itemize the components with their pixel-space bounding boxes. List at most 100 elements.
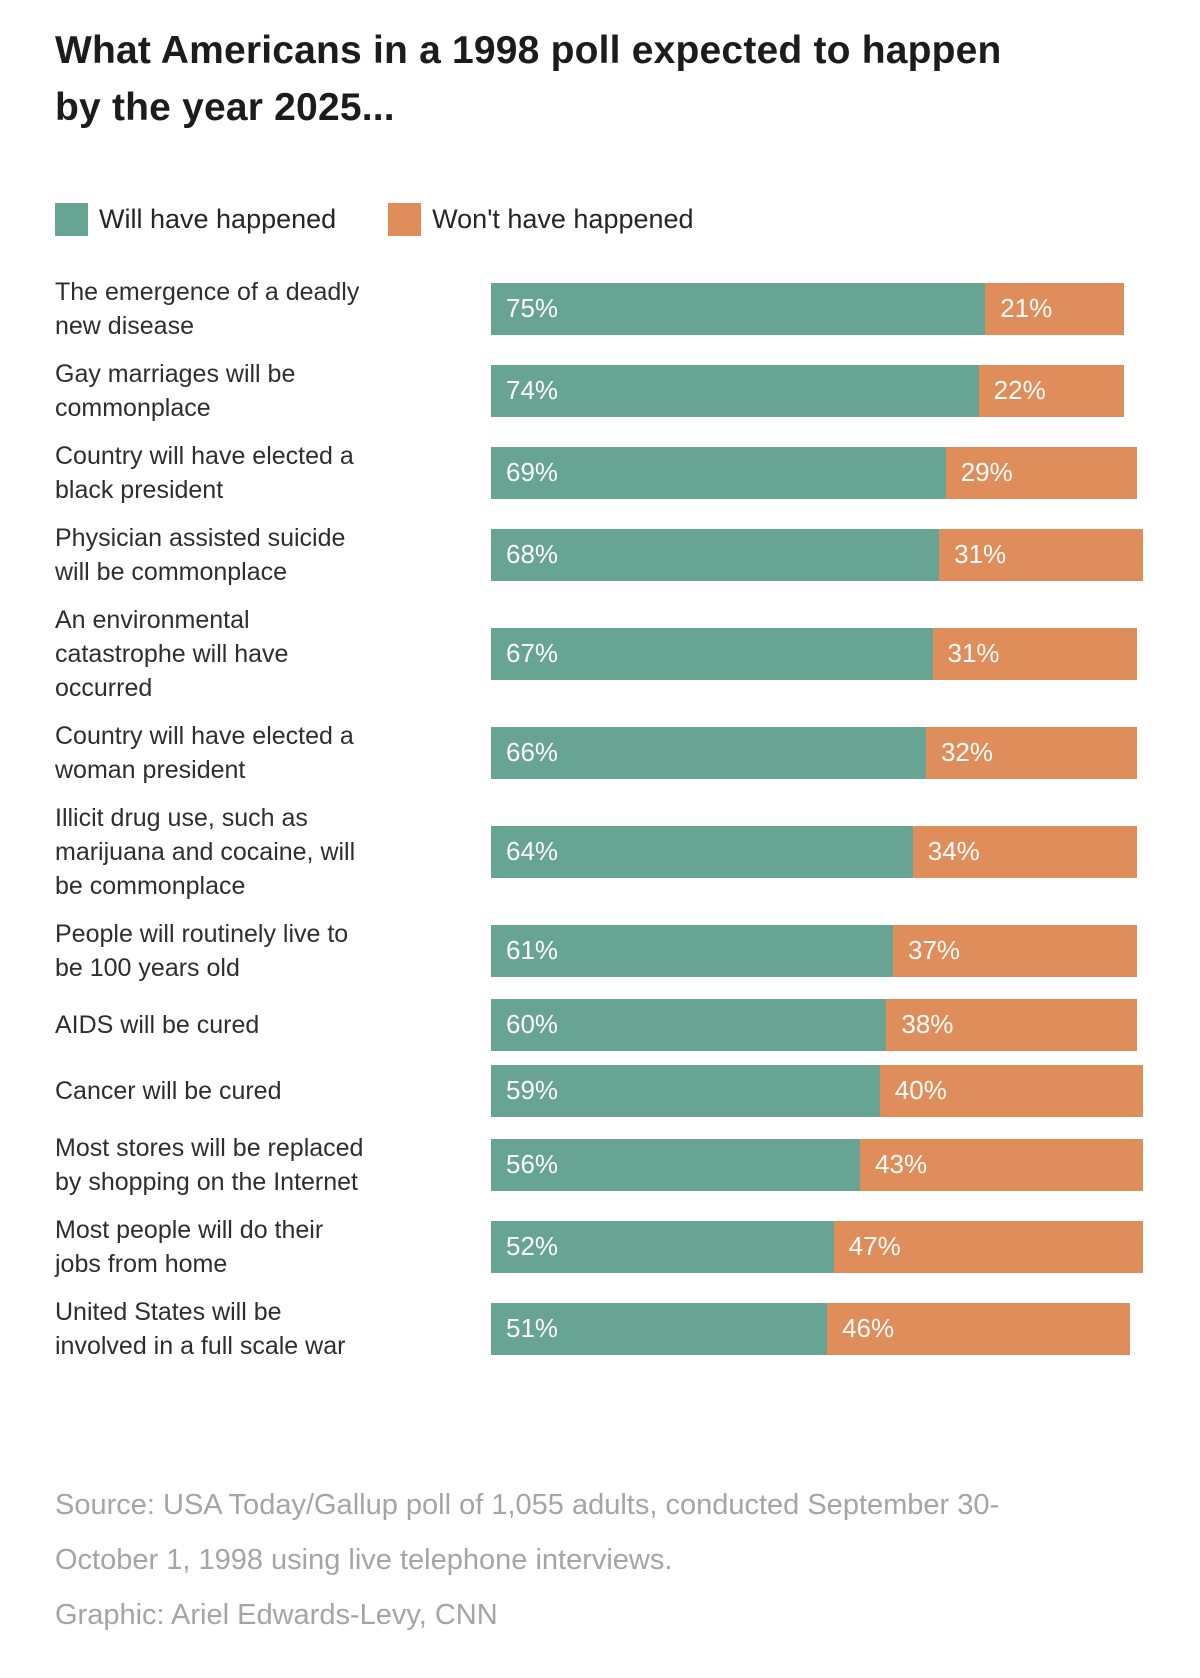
bar-track: 66% 32% [491,726,1150,779]
credit-note: Graphic: Ariel Edwards-Levy, CNN [55,1598,498,1631]
bar-segment-wont: 40% [879,1064,1144,1117]
bar-track: 61% 37% [491,924,1150,977]
category-label: AIDS will be cured [55,1010,260,1039]
chart-row: People will routinely live to be 100 yea… [55,910,1150,992]
bar-value-label: 38% [901,1009,954,1040]
bar-segment-wont: 32% [925,726,1137,779]
category-label: United States will be involved in a full… [55,1297,346,1360]
chart-row: AIDS will be cured 60% 38% [55,992,1150,1058]
bar-track: 64% 34% [491,825,1150,878]
category-label: Most stores will be replaced by shopping… [55,1133,364,1196]
chart-row: An environmental catastrophe will have o… [55,596,1150,712]
bar-value-label: 61% [506,935,559,966]
bar-value-label: 69% [506,457,559,488]
chart-rows: The emergence of a deadly new disease 75%… [55,268,1150,1370]
bar-segment-will: 56% [491,1138,861,1191]
bar-value-label: 37% [907,935,961,966]
category-label: The emergence of a deadly new disease [55,277,360,340]
bar-segment-wont: 29% [945,446,1137,499]
bar-value-label: 56% [506,1149,559,1180]
bar-value-label: 64% [506,836,559,867]
chart-row: Illicit drug use, such as marijuana and … [55,794,1150,910]
bar-segment-will: 52% [491,1220,834,1273]
category-label: An environmental catastrophe will have o… [55,605,289,702]
bar-value-label: 66% [506,737,559,768]
legend-label-will: Will have happened [99,203,337,234]
bar-value-label: 34% [927,836,980,867]
bar-value-label: 74% [506,375,559,406]
source-note: Source: USA Today/Gallup poll of 1,055 a… [55,1488,1000,1576]
bar-value-label: 40% [894,1075,947,1106]
chart-page: What Americans in a 1998 poll expected t… [55,29,1150,1643]
bar-segment-wont: 34% [912,825,1137,878]
chart-row: Most stores will be replaced by shopping… [55,1124,1150,1206]
bar-value-label: 32% [940,737,993,768]
bar-segment-will: 59% [491,1064,880,1117]
bar-value-label: 68% [506,539,559,570]
footer: Source: USA Today/Gallup poll of 1,055 a… [55,1478,1150,1643]
bar-track: 67% 31% [491,627,1150,680]
bar-value-label: 47% [848,1231,901,1262]
bar-value-label: 43% [875,1149,928,1180]
category-label: Illicit drug use, such as marijuana and … [55,803,356,900]
chart-row: Country will have elected a woman presid… [55,712,1150,794]
bar-segment-will: 66% [491,726,926,779]
bar-segment-will: 75% [491,282,986,335]
category-label: People will routinely live to be 100 yea… [55,919,349,982]
category-label: Gay marriages will be commonplace [55,359,296,422]
bar-track: 59% 40% [491,1064,1150,1117]
bar-segment-will: 51% [491,1302,828,1355]
bar-value-label: 46% [842,1313,895,1344]
bar-segment-will: 60% [491,998,887,1051]
category-label: Cancer will be cured [55,1076,282,1105]
bar-segment-wont: 21% [985,282,1124,335]
category-label: Most people will do their jobs from home [55,1215,324,1278]
chart-row: Gay marriages will be commonplace 74% 22% [55,350,1150,432]
bar-segment-wont: 31% [932,627,1137,680]
chart-row: The emergence of a deadly new disease 75%… [55,268,1150,350]
bar-value-label: 31% [947,638,1000,669]
bar-segment-wont: 22% [978,364,1124,417]
bar-track: 74% 22% [491,364,1150,417]
chart-title: What Americans in a 1998 poll expected t… [55,29,1002,130]
bar-value-label: 52% [506,1231,559,1262]
bar-segment-wont: 46% [827,1302,1131,1355]
bar-track: 52% 47% [491,1220,1150,1273]
legend-item-wont: Won't have happened [388,202,694,236]
bar-track: 60% 38% [491,998,1150,1051]
bar-segment-wont: 38% [886,998,1137,1051]
bar-track: 75% 21% [491,282,1150,335]
bar-segment-wont: 31% [939,528,1144,581]
chart-row: Country will have elected a black presid… [55,432,1150,514]
bar-track: 69% 29% [491,446,1150,499]
bar-track: 56% 43% [491,1138,1150,1191]
bar-value-label: 31% [954,539,1007,570]
bar-track: 51% 46% [491,1302,1150,1355]
bar-segment-will: 61% [491,924,893,977]
category-label: Physician assisted suicide will be commo… [55,523,346,586]
chart-row: United States will be involved in a full… [55,1288,1150,1370]
chart-row: Physician assisted suicide will be commo… [55,514,1150,596]
legend-swatch-will-icon [55,202,88,236]
bar-value-label: 51% [506,1313,559,1344]
legend-label-wont: Won't have happened [432,203,694,234]
legend: Will have happened Won't have happened [55,202,1150,236]
bar-track: 68% 31% [491,528,1150,581]
chart-row: Most people will do their jobs from home… [55,1206,1150,1288]
bar-segment-will: 68% [491,528,940,581]
bar-value-label: 29% [960,457,1013,488]
bar-value-label: 59% [506,1075,559,1106]
chart-row: Cancer will be cured 59% 40% [55,1058,1150,1124]
category-label: Country will have elected a woman presid… [55,721,354,784]
bar-segment-will: 74% [491,364,979,417]
bar-segment-wont: 43% [860,1138,1144,1191]
bar-segment-will: 69% [491,446,946,499]
bar-segment-will: 67% [491,627,933,680]
legend-item-will: Will have happened [55,202,337,236]
bar-segment-wont: 37% [892,924,1137,977]
legend-swatch-wont-icon [388,202,422,236]
category-label: Country will have elected a black presid… [55,441,354,504]
bar-segment-will: 64% [491,825,913,878]
bar-segment-wont: 47% [833,1220,1144,1273]
bar-value-label: 60% [506,1009,559,1040]
